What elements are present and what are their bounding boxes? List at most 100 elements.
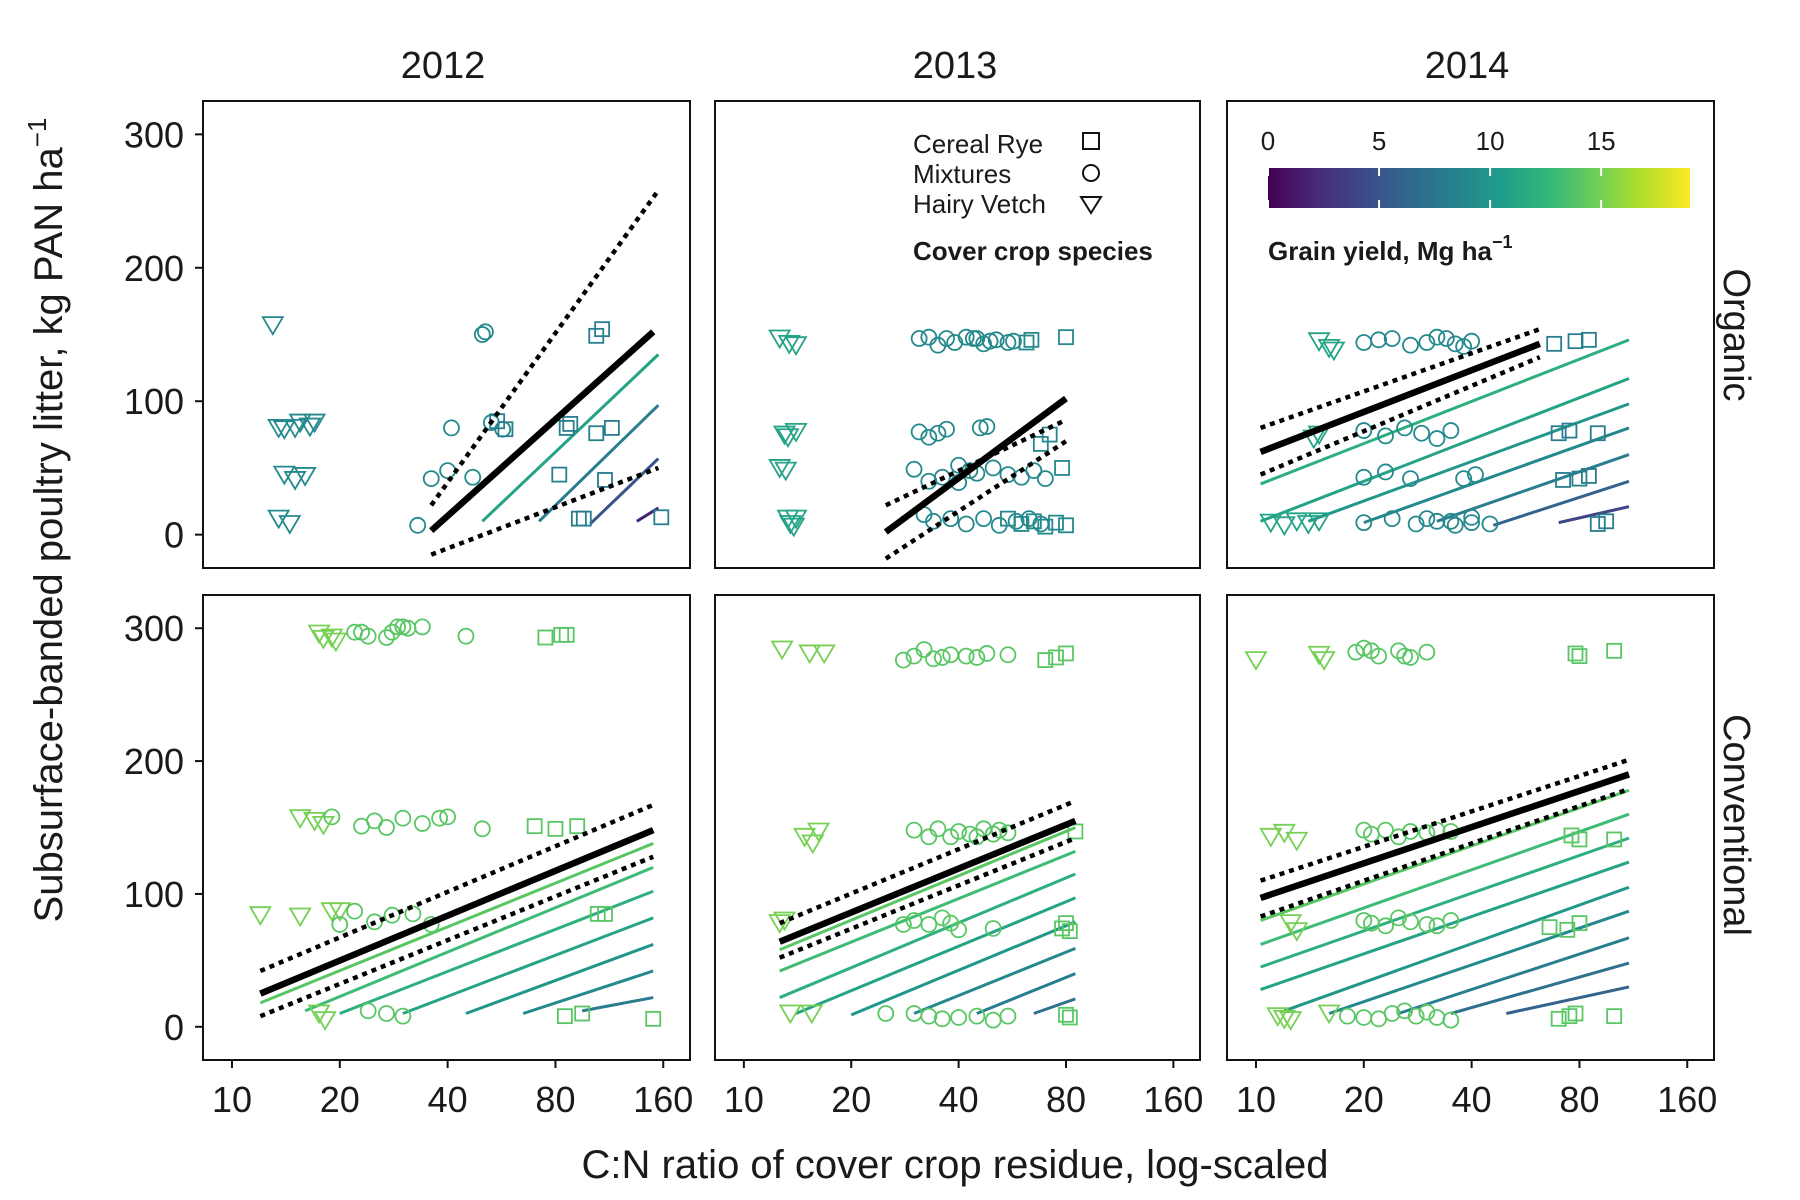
hairy-vetch-point	[278, 515, 302, 535]
fit-line	[259, 827, 655, 997]
ci-upper-line	[259, 802, 655, 974]
ci-upper-line	[884, 417, 1067, 508]
yield-contour-line	[913, 947, 1076, 1015]
mixture-point	[1481, 515, 1499, 533]
mixture-point	[394, 809, 412, 827]
hairy-vetch-point	[1272, 1009, 1296, 1030]
mixture-point	[1418, 643, 1436, 661]
cereal-rye-point	[558, 419, 575, 436]
mixture-point	[378, 819, 395, 836]
mixture-point	[1446, 516, 1464, 534]
yield-contour-line	[1363, 426, 1630, 525]
mixture-point	[933, 909, 951, 927]
legend-label-mixtures: Mixtures	[913, 159, 1011, 189]
hairy-vetch-point	[1317, 1004, 1341, 1025]
hairy-vetch-point	[1279, 1011, 1303, 1031]
mixture-point	[1442, 512, 1460, 530]
mixture-point	[925, 512, 942, 530]
cereal-rye-point	[1606, 831, 1623, 848]
hairy-vetch-point	[288, 413, 312, 434]
mixture-point	[1396, 419, 1414, 437]
hairy-vetch-point	[320, 628, 344, 649]
hairy-vetch-point	[293, 467, 317, 487]
mixture-point	[910, 423, 928, 441]
y-tick-label: 0	[164, 1007, 184, 1048]
hairy-vetch-point	[302, 811, 327, 832]
cereal-rye-point	[556, 1008, 573, 1025]
facet-title-conventional: Conventional	[1715, 714, 1757, 936]
mixture-point	[473, 326, 491, 343]
hairy-vetch-point	[774, 461, 798, 482]
colorbar-tick-labels: 0 5 10 15	[1261, 126, 1616, 156]
colorbar-tick-label: 15	[1587, 126, 1616, 156]
mixture-point	[1383, 330, 1401, 347]
y-tick-label: 100	[124, 874, 184, 915]
hairy-vetch-point	[288, 809, 312, 829]
hairy-vetch-point	[1307, 512, 1331, 533]
x-tick-label: 80	[1559, 1079, 1599, 1120]
mixture-point	[1442, 422, 1460, 439]
panel-frame	[714, 594, 1201, 1061]
mixture-point	[933, 649, 951, 666]
x-tick-label: 10	[724, 1079, 764, 1120]
hairy-vetch-point	[1322, 341, 1346, 362]
hairy-vetch-point	[801, 834, 825, 855]
mixture-point	[443, 419, 460, 437]
cereal-rye-point	[1580, 331, 1597, 348]
cereal-rye-point	[547, 820, 564, 837]
cereal-rye-point	[645, 1010, 662, 1027]
mixture-point	[1418, 510, 1436, 528]
y-axis-title-superscript: −1	[22, 118, 52, 148]
hairy-vetch-point	[1272, 516, 1296, 537]
mixture-point	[1418, 916, 1436, 933]
mixture-point	[413, 618, 431, 636]
mixture-point	[1407, 515, 1425, 533]
cereal-rye-point	[1598, 513, 1615, 530]
mixture-point	[1446, 335, 1464, 353]
panel-group	[195, 100, 1715, 1068]
x-tick-label: 20	[1344, 1079, 1384, 1120]
mixture-point	[1005, 332, 1022, 350]
cereal-rye-point	[1058, 517, 1074, 534]
y-tick-label: 100	[124, 381, 184, 422]
yield-contour-line	[402, 916, 654, 1015]
legend-title-superscript: −1	[1492, 232, 1513, 252]
hairy-vetch-point	[302, 413, 327, 434]
mixture-point	[1355, 468, 1373, 486]
mixture-point	[999, 646, 1017, 664]
x-tick-label: 40	[1452, 1079, 1492, 1120]
mixture-point	[968, 649, 986, 666]
mixture-point	[920, 1007, 938, 1025]
mixture-point	[359, 1002, 377, 1020]
mixture-point	[925, 650, 942, 668]
mixture-point	[1407, 1007, 1425, 1025]
hairy-vetch-point	[328, 902, 352, 922]
mixture-point	[984, 920, 1002, 937]
hairy-vetch-point	[1307, 645, 1331, 666]
cereal-rye-point	[537, 629, 554, 646]
triangle-down-icon	[1079, 196, 1103, 215]
mixture-point	[359, 627, 377, 645]
hairy-vetch-point	[784, 336, 808, 356]
cereal-rye-point	[1571, 470, 1588, 487]
hairy-vetch-point	[768, 914, 792, 934]
mixture-point	[431, 809, 449, 827]
hairy-vetch-point	[307, 1004, 331, 1025]
mixture-point	[473, 820, 491, 838]
mixture-point	[1463, 332, 1481, 350]
mixture-point	[383, 623, 401, 641]
cereal-rye-point	[1058, 1006, 1074, 1023]
cereal-rye-point	[597, 905, 613, 922]
cereal-rye-point	[603, 419, 620, 436]
yield-contour-line	[795, 896, 1076, 1015]
hairy-vetch-point	[267, 509, 291, 530]
cereal-rye-point	[1054, 460, 1070, 476]
mixture-point	[1355, 639, 1373, 657]
mixture-point	[378, 1005, 395, 1022]
y-axis-title: Subsurface-banded poultry litter, kg PAN…	[22, 118, 71, 923]
mixture-point	[894, 651, 912, 669]
mixture-point	[331, 916, 349, 933]
hairy-vetch-point	[272, 420, 296, 441]
y-tick-label: 200	[124, 741, 184, 782]
cereal-rye-point	[1037, 652, 1054, 668]
